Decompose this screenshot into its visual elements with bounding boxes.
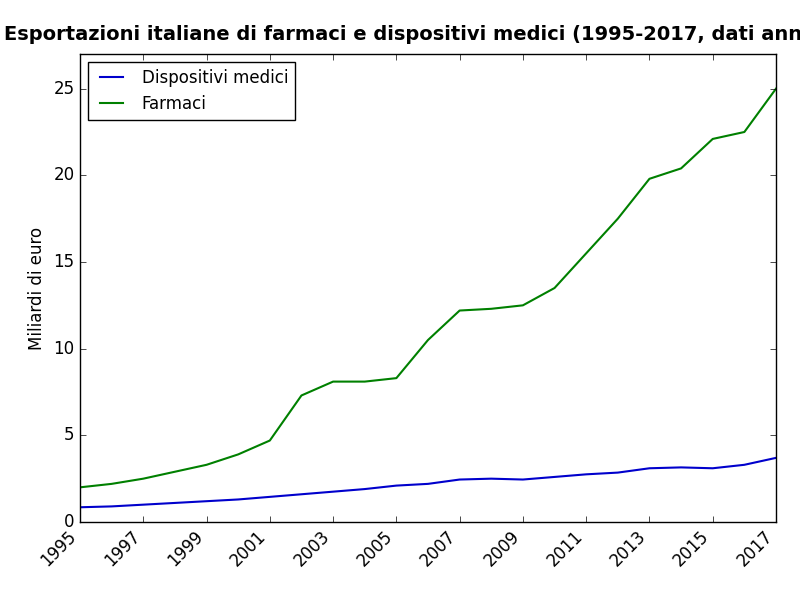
Dispositivi medici xyxy=(771,454,781,461)
Dispositivi medici xyxy=(518,476,528,483)
Dispositivi medici xyxy=(455,476,465,483)
Dispositivi medici xyxy=(391,482,401,489)
Farmaci xyxy=(328,378,338,385)
Farmaci xyxy=(138,475,148,482)
Farmaci xyxy=(455,307,465,314)
Dispositivi medici xyxy=(75,503,85,511)
Dispositivi medici xyxy=(739,461,749,469)
Dispositivi medici xyxy=(234,496,243,503)
Dispositivi medici xyxy=(297,491,306,498)
Dispositivi medici xyxy=(550,473,559,481)
Line: Dispositivi medici: Dispositivi medici xyxy=(80,458,776,507)
Farmaci xyxy=(708,136,718,143)
Farmaci xyxy=(170,468,180,475)
Farmaci xyxy=(107,480,117,487)
Farmaci xyxy=(391,374,401,382)
Farmaci xyxy=(645,175,654,182)
Farmaci xyxy=(676,165,686,172)
Dispositivi medici xyxy=(107,503,117,510)
Farmaci xyxy=(739,128,749,136)
Dispositivi medici xyxy=(423,480,433,487)
Dispositivi medici xyxy=(613,469,622,476)
Title: Esportazioni italiane di farmaci e dispositivi medici (1995-2017, dati annuali): Esportazioni italiane di farmaci e dispo… xyxy=(4,25,800,44)
Farmaci xyxy=(486,305,496,313)
Farmaci xyxy=(360,378,370,385)
Dispositivi medici xyxy=(328,488,338,495)
Farmaci xyxy=(613,215,622,222)
Legend: Dispositivi medici, Farmaci: Dispositivi medici, Farmaci xyxy=(88,62,295,120)
Dispositivi medici xyxy=(486,475,496,482)
Farmaci xyxy=(771,85,781,92)
Farmaci xyxy=(518,302,528,309)
Farmaci xyxy=(202,461,211,469)
Farmaci xyxy=(582,250,591,257)
Dispositivi medici xyxy=(202,497,211,505)
Y-axis label: Miliardi di euro: Miliardi di euro xyxy=(28,226,46,350)
Dispositivi medici xyxy=(582,471,591,478)
Line: Farmaci: Farmaci xyxy=(80,89,776,487)
Farmaci xyxy=(75,484,85,491)
Farmaci xyxy=(550,284,559,292)
Dispositivi medici xyxy=(676,464,686,471)
Farmaci xyxy=(234,451,243,458)
Dispositivi medici xyxy=(170,499,180,506)
Dispositivi medici xyxy=(708,464,718,472)
Dispositivi medici xyxy=(265,493,274,500)
Dispositivi medici xyxy=(360,485,370,493)
Dispositivi medici xyxy=(645,464,654,472)
Farmaci xyxy=(265,437,274,444)
Farmaci xyxy=(297,392,306,399)
Dispositivi medici xyxy=(138,501,148,508)
Farmaci xyxy=(423,337,433,344)
